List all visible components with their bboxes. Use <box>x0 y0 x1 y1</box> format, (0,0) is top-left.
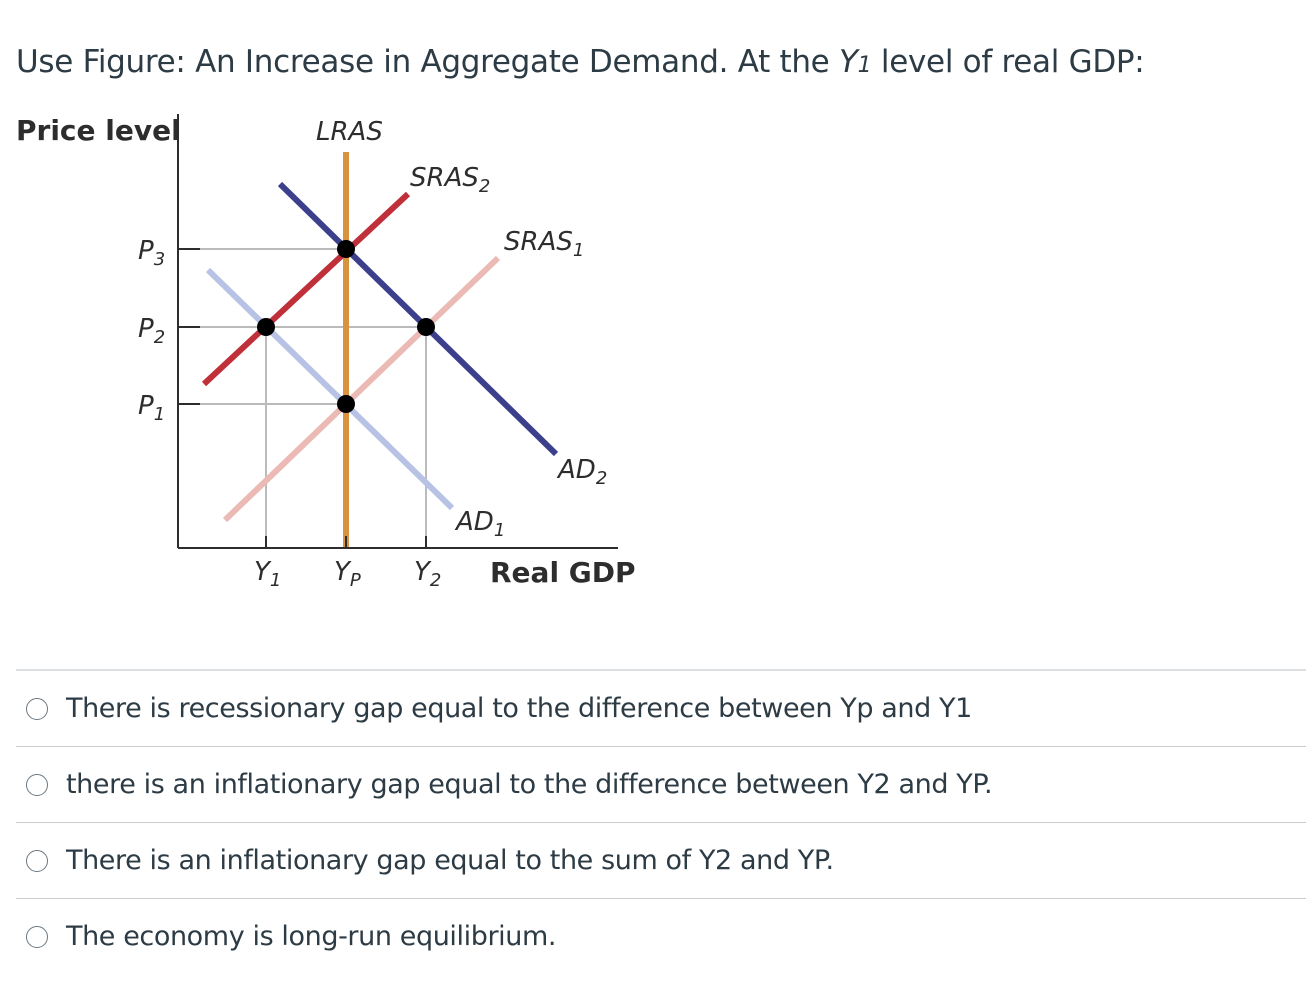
answer-label[interactable]: there is an inflationary gap equal to th… <box>66 769 993 800</box>
ad-as-figure: Price level Real GDP P3 P2 P1 Y1 YP Y2 L… <box>16 114 636 591</box>
ad2-label: AD2 <box>556 455 607 489</box>
sras1-curve <box>222 255 501 523</box>
sras2-label: SRAS2 <box>410 163 490 197</box>
x-tick-label-yp: YP <box>334 557 361 591</box>
sras1-label: SRAS1 <box>504 227 584 261</box>
answer-option[interactable]: The economy is long-run equilibrium. <box>16 898 1306 974</box>
equilibrium-points <box>257 240 435 413</box>
x-tick-label-y2: Y2 <box>414 557 441 591</box>
question-prompt: Use Figure: An Increase in Aggregate Dem… <box>16 44 1145 80</box>
question-var: Y <box>839 44 858 80</box>
y-axis-label: Price level <box>16 114 181 147</box>
x-tick-label-y1: Y1 <box>254 557 281 591</box>
answer-option[interactable]: There is an inflationary gap equal to th… <box>16 822 1306 898</box>
y-tick-label-p2: P2 <box>138 314 165 348</box>
radio-button[interactable] <box>26 698 48 720</box>
ad1-curve <box>205 267 455 511</box>
answer-list: There is recessionary gap equal to the d… <box>16 669 1306 974</box>
ad1-label: AD1 <box>454 507 505 541</box>
y-tick-label-p1: P1 <box>138 391 165 425</box>
lras-label: LRAS <box>316 117 383 147</box>
answer-label[interactable]: The economy is long-run equilibrium. <box>66 921 557 952</box>
ad2-curve <box>277 181 559 457</box>
question-suffix: level of real GDP: <box>871 44 1145 80</box>
question-prefix: Use Figure: An Increase in Aggregate Dem… <box>16 44 840 80</box>
radio-button[interactable] <box>26 850 48 872</box>
answer-option[interactable]: there is an inflationary gap equal to th… <box>16 746 1306 822</box>
guide-lines <box>178 248 427 548</box>
sras2-curve <box>201 191 411 387</box>
x-axis-label: Real GDP <box>490 556 636 589</box>
point-p3-yp <box>337 240 355 258</box>
answer-label[interactable]: There is recessionary gap equal to the d… <box>66 693 972 724</box>
answer-option[interactable]: There is recessionary gap equal to the d… <box>16 669 1306 746</box>
radio-button[interactable] <box>26 926 48 948</box>
point-p1-yp <box>337 395 355 413</box>
y-tick-label-p3: P3 <box>138 236 165 270</box>
answer-label[interactable]: There is an inflationary gap equal to th… <box>66 845 834 876</box>
question-var-sub: 1 <box>857 53 872 78</box>
point-p2-y2 <box>417 318 435 336</box>
axes <box>177 114 618 549</box>
radio-button[interactable] <box>26 774 48 796</box>
point-p2-y1 <box>257 318 275 336</box>
